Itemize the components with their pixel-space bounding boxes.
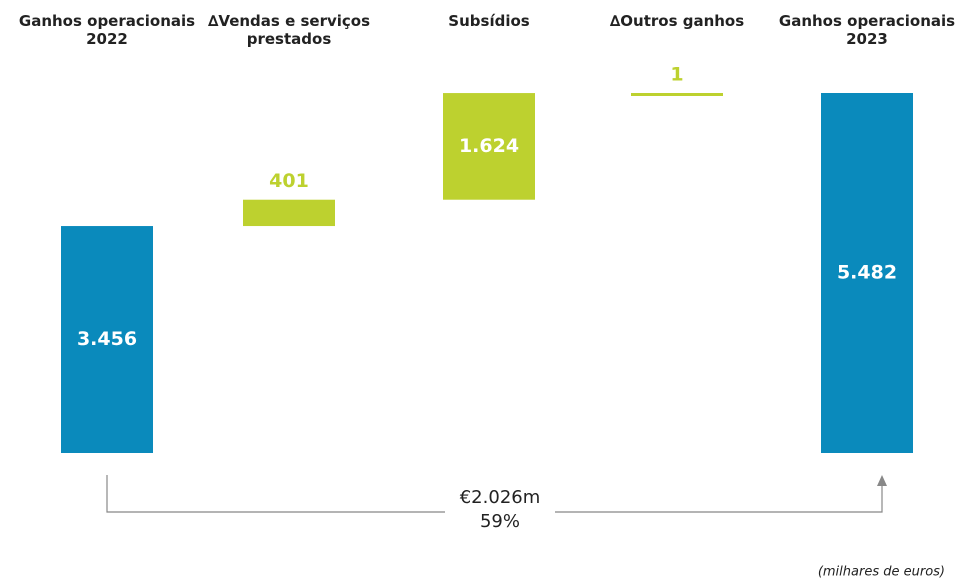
value-label: 1 <box>670 64 683 86</box>
annotation: €2.026m <box>460 487 541 508</box>
note: (milhares de euros) <box>818 565 945 580</box>
arrow-head <box>877 475 887 486</box>
value-label: 3.456 <box>77 328 137 350</box>
bracket-right <box>555 480 883 513</box>
value-label: 5.482 <box>837 262 897 284</box>
bar <box>443 93 535 200</box>
bar <box>821 93 913 453</box>
bar <box>631 93 723 96</box>
value-label: 1.624 <box>459 135 519 157</box>
category-label: ∆Outros ganhos <box>609 12 745 30</box>
category-label: Ganhos operacionais 2022 <box>18 12 196 48</box>
annotation: 59% <box>480 511 520 532</box>
category-label: Subsídios <box>448 12 530 30</box>
bar <box>61 226 153 453</box>
category-label: Ganhos operacionais 2023 <box>778 12 956 48</box>
bar <box>243 199 335 227</box>
category-label: ∆Vendas e serviços prestados <box>207 12 371 48</box>
value-label: 401 <box>269 170 309 192</box>
bracket-left <box>106 475 445 513</box>
